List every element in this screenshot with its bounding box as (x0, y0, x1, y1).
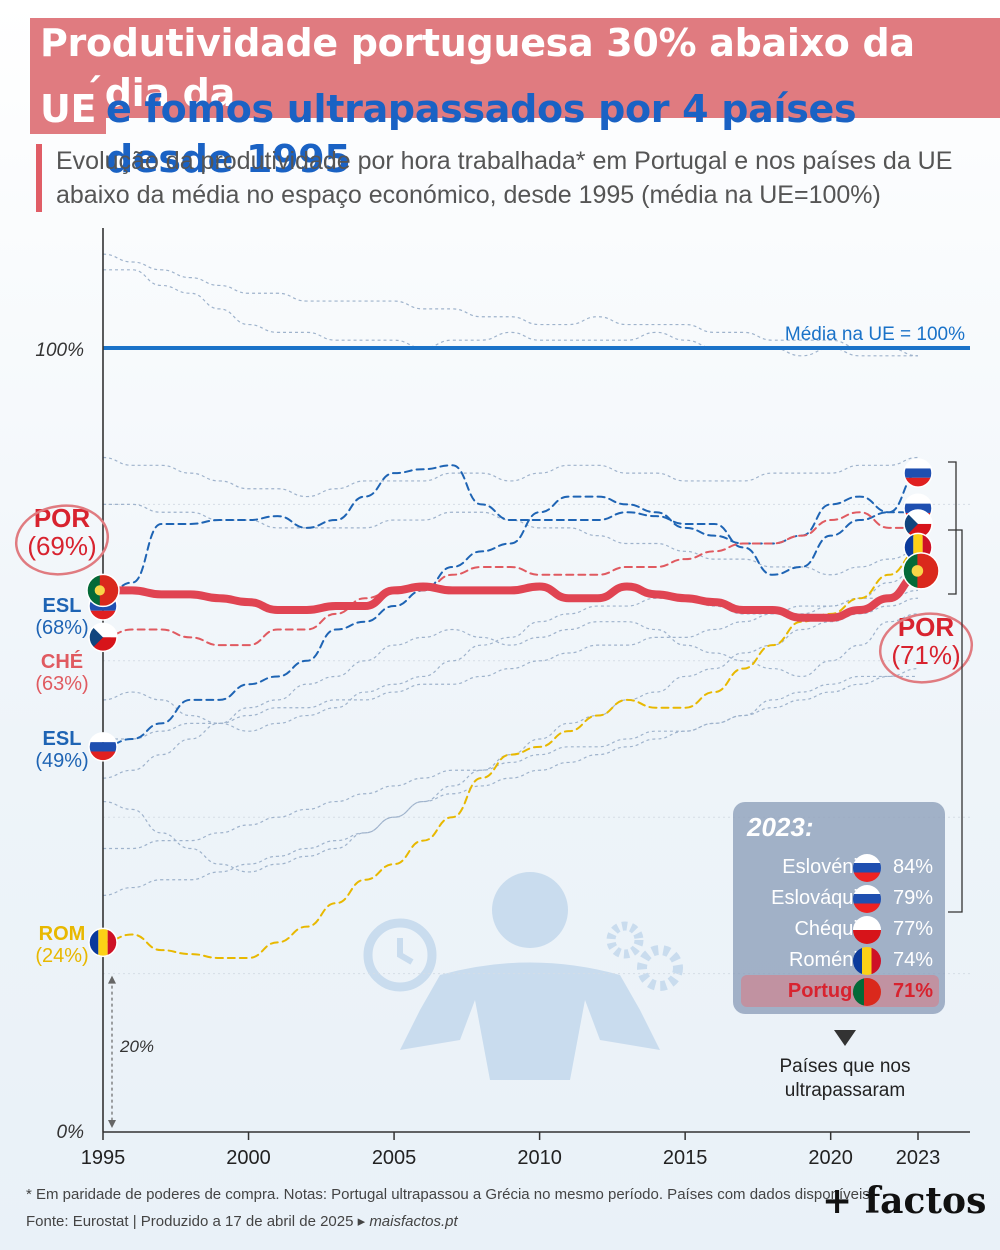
chart-labels: POR(69%)ESL(68%)CHÉ(63%)ESL(49%)ROM(24%)… (14, 458, 974, 1046)
overtaken-note: Países que nos ultrapassaram (779, 1056, 911, 1101)
legend-row: Portugal 71% (733, 978, 945, 1008)
start-label-name: ESL (43, 728, 82, 750)
background-country-line (102, 668, 919, 896)
start-label-value: (24%) (35, 945, 88, 967)
start-label-value: (63%) (35, 673, 88, 695)
series-line-eslovenia (102, 464, 919, 600)
background-country-line (103, 589, 919, 740)
chart-axes: Média na UE = 100% 100% 0% 1995 2000 2005 2010… (35, 228, 970, 1169)
y-tick-label: 0% (57, 1122, 85, 1143)
legend-name: Eslovénia (782, 856, 869, 878)
background-country-line (102, 675, 918, 850)
title-highlight: UE (30, 84, 107, 134)
scale-marker-arrow-down (108, 1120, 116, 1128)
x-tick-label: 2020 (808, 1147, 853, 1169)
bracket-upper (948, 461, 957, 595)
other-countries-lines (102, 253, 919, 896)
series-line-portugal (99, 570, 922, 622)
czechia-flag-icon (88, 622, 118, 653)
legend-name: Eslováquia (771, 887, 869, 909)
x-tick-label: 2005 (372, 1147, 417, 1169)
por-end-circle (878, 612, 974, 684)
legend-name: Chéquia (794, 918, 869, 940)
legend-value: 71% (892, 980, 933, 1002)
scale-marker-arrow-up (108, 975, 116, 984)
slovenia-flag-icon (853, 854, 881, 882)
legend-value: 79% (892, 887, 933, 909)
series-line-romenia (102, 550, 919, 959)
site-link[interactable]: maisfactos.pt (369, 1213, 458, 1230)
x-tick-label: 2000 (226, 1147, 271, 1169)
y-tick-label: 100% (35, 340, 84, 361)
start-label-name: ESL (43, 595, 82, 617)
start-label-name: ROM (39, 923, 86, 945)
start-label-name: CHÉ (41, 650, 83, 673)
series-line-chequia (102, 511, 919, 647)
start-label-value: (68%) (35, 617, 88, 639)
legend-portugal-highlight (741, 975, 939, 1007)
x-tick-label: 2015 (663, 1147, 708, 1169)
chart-series (99, 464, 922, 959)
background-country-line (102, 253, 919, 357)
background-country-line (102, 456, 919, 498)
start-label-value: (49%) (35, 750, 88, 772)
legend-name: Portugal (787, 980, 869, 1002)
series-line-eslovaquia (102, 495, 919, 748)
por-start-circle (14, 504, 110, 576)
background-country-line (102, 566, 919, 732)
slovenia-flag-icon (903, 458, 933, 488)
start-label-value: (69%) (27, 531, 96, 561)
legend-name: Roménia (788, 949, 869, 971)
slovakia-flag-icon (88, 732, 118, 762)
legend-row: Chéquia 77% (733, 916, 945, 946)
title-line-2: e fomos ultrapassados por 4 países desde… (106, 87, 857, 181)
portugal-flag-icon (86, 573, 120, 608)
legend-arrow-icon (834, 1030, 856, 1046)
end-label-value: (71%) (891, 640, 960, 670)
legend-value: 84% (892, 856, 933, 878)
source-text: Fonte: Eurostat | Produzido a 17 de abri… (26, 1213, 366, 1230)
footer-source: Fonte: Eurostat | Produzido a 17 de abri… (26, 1212, 458, 1230)
x-tick-label: 1995 (81, 1147, 126, 1169)
legend-title: 2023: (747, 812, 814, 842)
x-tick-label: 2010 (517, 1147, 562, 1169)
subtitle: Evolução da produtividade por hora traba… (36, 144, 1000, 212)
slovakia-flag-icon (853, 885, 881, 913)
title-line-1: Produtividade portuguesa 30% abaixo da m… (30, 18, 1000, 118)
background-country-line (102, 613, 919, 779)
brand-logo: + factos (822, 1180, 987, 1222)
background-country-line (102, 503, 919, 576)
romania-flag-icon (88, 927, 118, 958)
legend-value: 77% (892, 918, 933, 940)
worker-illustration (363, 872, 683, 1080)
legend-row: Eslováquia 79% (733, 885, 945, 915)
portugal-flag-icon (853, 978, 881, 1006)
footer-notes: * Em paridade de poderes de compra. Nota… (26, 1186, 874, 1203)
romania-flag-icon (853, 947, 881, 975)
bracket-lower (948, 529, 963, 913)
scale-annotation: 20% (119, 1037, 154, 1056)
czechia-flag-icon (853, 916, 881, 944)
legend-value: 74% (892, 949, 933, 971)
legend-row: Roménia 74% (733, 947, 945, 977)
legend-row: Eslovénia 84% (733, 854, 945, 884)
eu-average-label: Média na UE = 100% (785, 324, 965, 345)
x-tick-label: 2023 (896, 1147, 941, 1169)
portugal-flag-icon (902, 552, 940, 590)
legend-2023: 2023: Eslovénia 84% Eslováquia 79% Chéqu… (733, 802, 945, 1014)
